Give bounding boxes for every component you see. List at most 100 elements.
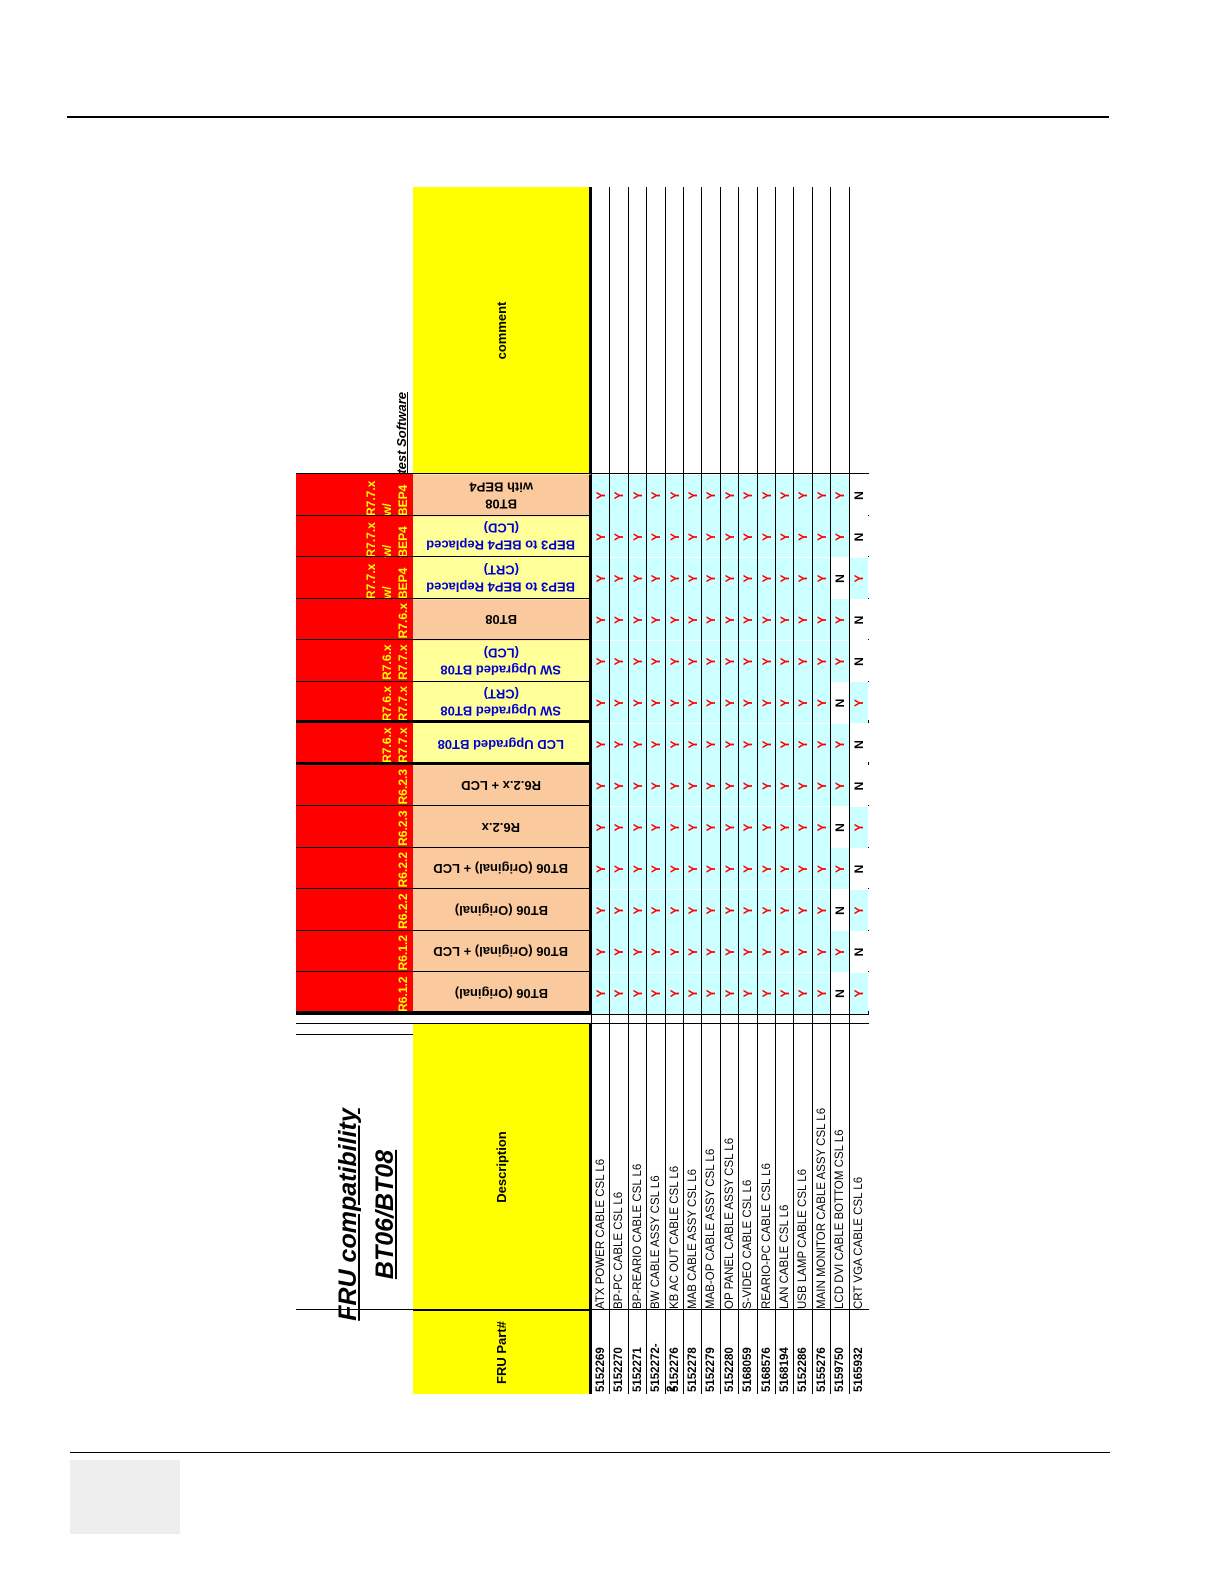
- compatibility-cell: Y: [739, 516, 758, 558]
- fru-compatibility-table: FRU compatibility BT06/BT08 Latest Softw…: [296, 187, 869, 1394]
- compatibility-cell: N: [849, 641, 868, 682]
- software-version: R7.6.x: [380, 727, 394, 763]
- part-number: 5152269: [595, 1347, 607, 1392]
- compatibility-cell: Y: [776, 848, 795, 890]
- compatibility-cell: Y: [610, 516, 629, 558]
- compatibility-cell: Y: [776, 807, 795, 848]
- compatibility-cell: N: [849, 765, 868, 807]
- compatibility-cell: Y: [628, 848, 648, 890]
- compatibility-cell: Y: [812, 807, 832, 848]
- compatibility-cell: Y: [794, 807, 813, 848]
- compatibility-cell: Y: [665, 599, 684, 641]
- software-version-cell: R7.7.x w/ BEP4: [296, 474, 413, 516]
- part-number: 5168576: [760, 1347, 773, 1392]
- table-row: 5159750 LCD DVI CABLE BOTTOM CSL L6 N Y N Y N Y…: [830, 187, 850, 1394]
- compatibility-cell: Y: [757, 599, 776, 641]
- part-description: USB LAMP CABLE CSL L6: [797, 1169, 810, 1309]
- compatibility-cell: Y: [739, 973, 758, 1014]
- compatibility-cell: Y: [665, 516, 684, 558]
- compatibility-cell: N: [831, 890, 850, 931]
- table-row: 5152272-2 BW CABLE ASSY CSL L6 Y Y Y Y Y Y Y Y Y Y Y…: [646, 187, 678, 1394]
- configuration-name-line: BT06 (Original): [454, 902, 548, 918]
- part-description: BW CABLE ASSY CSL L6: [650, 1175, 663, 1309]
- compatibility-cell: Y: [647, 973, 666, 1014]
- software-version-cell: R7.7.x w/ BEP4: [296, 516, 413, 558]
- compatibility-cell: Y: [776, 599, 795, 641]
- table-row: 5155276 MAIN MONITOR CABLE ASSY CSL L6 Y Y Y…: [811, 187, 832, 1394]
- compatibility-cell: Y: [610, 890, 629, 931]
- compatibility-cell: Y: [702, 724, 721, 765]
- software-version-cell: R6.1.2: [296, 972, 413, 1014]
- compatibility-cell: Y: [702, 765, 721, 807]
- configuration-name-line: BEP3 to BEP4 Replaced: [426, 579, 576, 595]
- compatibility-cell: Y: [684, 599, 703, 641]
- compatibility-cell: Y: [757, 807, 776, 848]
- compatibility-cell: Y: [684, 724, 703, 765]
- configuration-header: BT06 (Original): [413, 889, 591, 931]
- compatibility-cell: Y: [702, 516, 721, 558]
- compatibility-cell: Y: [628, 765, 648, 807]
- configuration-name: BT08 with BEP4: [469, 478, 533, 512]
- compatibility-cell: Y: [794, 475, 813, 516]
- configuration-header: BT06 (Original) + LCD: [413, 848, 591, 890]
- compatibility-cell: Y: [592, 848, 611, 890]
- part-description: OP PANEL CABLE ASSY CSL L6: [723, 1137, 736, 1309]
- compatibility-cell: Y: [812, 599, 832, 641]
- compatibility-cell: Y: [592, 765, 611, 807]
- compatibility-cell: Y: [720, 682, 740, 724]
- compatibility-cell: N: [849, 848, 868, 890]
- configuration-name-line: BT06 (Original) + LCD: [433, 861, 569, 877]
- configuration-name-line: LCD Upgraded BT08: [437, 736, 565, 752]
- table-row: 5152286 USB LAMP CABLE CSL L6 Y Y Y Y Y Y Y Y Y Y Y Y…: [793, 187, 813, 1394]
- table-row: 5152270 BP-PC CABLE CSL L6 Y Y Y Y Y Y Y Y Y Y Y Y Y: [609, 187, 629, 1394]
- compatibility-cell: Y: [776, 641, 795, 682]
- configuration-name: R6.2.x: [482, 819, 520, 836]
- compatibility-cell: Y: [794, 641, 813, 682]
- compatibility-cell: Y: [720, 807, 740, 848]
- compatibility-cell: Y: [812, 765, 832, 807]
- part-number: 5152280: [723, 1347, 736, 1392]
- compatibility-cell: Y: [720, 641, 740, 682]
- configuration-header: BT08: [413, 599, 591, 641]
- compatibility-cell: Y: [720, 475, 740, 516]
- configuration-name: BT06 (Original) + LCD: [434, 943, 569, 960]
- software-version-cell: R6.2.2: [296, 848, 413, 890]
- latest-software-cell: Latest Software: [296, 187, 415, 489]
- configuration-header: BT08 with BEP4: [413, 474, 591, 516]
- compatibility-cell: Y: [757, 765, 776, 807]
- compatibility-cell: Y: [812, 641, 832, 682]
- part-number: 5168194: [779, 1347, 791, 1392]
- configuration-header: BT06 (Original) + LCD: [413, 931, 591, 973]
- compatibility-cell: Y: [794, 765, 813, 807]
- part-number: 5168059: [742, 1347, 755, 1392]
- compatibility-cell: Y: [831, 848, 850, 890]
- compatibility-cell: Y: [684, 516, 703, 558]
- compatibility-cell: Y: [702, 807, 721, 848]
- compatibility-cell: Y: [831, 641, 850, 682]
- configuration-name: LCD Upgraded BT08: [438, 736, 564, 753]
- configuration-name-line: (LCD): [483, 645, 519, 661]
- compatibility-cell: Y: [592, 682, 611, 724]
- compatibility-cell: Y: [628, 931, 648, 973]
- compatibility-cell: Y: [610, 682, 629, 724]
- compatibility-cell: Y: [794, 516, 813, 558]
- compatibility-cell: Y: [684, 558, 703, 599]
- compatibility-cell: Y: [628, 516, 648, 558]
- compatibility-cell: Y: [831, 724, 850, 765]
- compatibility-cell: Y: [647, 475, 666, 516]
- part-description: MAB CABLE ASSY CSL L6: [687, 1169, 699, 1309]
- compatibility-cell: Y: [849, 558, 868, 599]
- compatibility-cell: N: [831, 682, 850, 724]
- table-row: 5168059 S-VIDEO CABLE CSL L6 Y Y Y Y Y Y Y Y Y Y Y Y Y: [738, 187, 758, 1394]
- table-row: 5152271 BP-REARIO CABLE CSL L6 Y Y Y Y Y Y Y Y Y Y Y…: [627, 187, 648, 1394]
- compatibility-cell: Y: [757, 641, 776, 682]
- compatibility-cell: N: [849, 599, 868, 641]
- configuration-name: BT08: [485, 611, 517, 628]
- part-number: 5152276: [668, 1347, 681, 1392]
- compatibility-cell: Y: [739, 475, 758, 516]
- compatibility-cell: Y: [739, 848, 758, 890]
- software-version: R6.2.3: [396, 769, 410, 805]
- compatibility-cell: Y: [628, 475, 648, 516]
- compatibility-cell: Y: [739, 931, 758, 973]
- compatibility-cell: Y: [702, 641, 721, 682]
